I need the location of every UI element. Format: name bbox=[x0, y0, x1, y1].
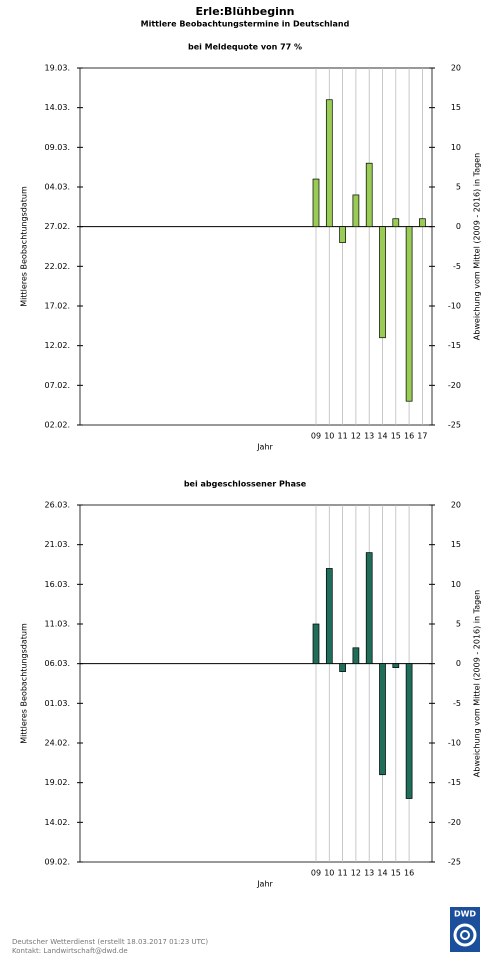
x-tick-label: 09 bbox=[311, 869, 321, 878]
y2-tick-label: -5 bbox=[453, 262, 461, 271]
y2-tick-label: 0 bbox=[456, 659, 461, 668]
y-axis-label: Mittleres Beobachtungsdatum bbox=[20, 623, 29, 744]
bar bbox=[379, 226, 386, 339]
bar bbox=[312, 178, 320, 228]
y-tick-label: 16.03. bbox=[45, 580, 70, 589]
y2-tick-label: 10 bbox=[451, 580, 461, 589]
x-tick-label: 12 bbox=[351, 432, 361, 441]
y-tick-label: 19.03. bbox=[45, 64, 70, 73]
bar bbox=[419, 218, 426, 228]
y-tick-label: 11.03. bbox=[45, 620, 70, 629]
x-tick-label: 11 bbox=[338, 869, 348, 878]
x-tick-label: 17 bbox=[417, 432, 427, 441]
bar bbox=[352, 647, 360, 665]
y2-tick-label: 20 bbox=[451, 501, 461, 510]
y-tick-label: 21.03. bbox=[45, 540, 70, 549]
y-tick-label: 24.02. bbox=[45, 739, 70, 748]
y2-axis-label: Abweichung vom Mittel (2009 - 2016) in T… bbox=[473, 153, 482, 340]
bar bbox=[312, 623, 320, 665]
y2-tick-label: -5 bbox=[453, 699, 461, 708]
x-tick-label: 15 bbox=[391, 432, 401, 441]
bar bbox=[379, 663, 386, 776]
y2-tick-label: -10 bbox=[448, 739, 461, 748]
plot-frame bbox=[79, 67, 433, 426]
y-tick-label: 01.03. bbox=[45, 699, 70, 708]
y2-tick-label: -20 bbox=[448, 381, 461, 390]
bar bbox=[339, 226, 346, 243]
bar bbox=[392, 663, 400, 668]
bar bbox=[325, 99, 333, 228]
x-tick-label: 13 bbox=[364, 869, 374, 878]
y2-tick-label: -15 bbox=[448, 341, 461, 350]
x-tick-label: 16 bbox=[404, 432, 414, 441]
chart-title: bei Meldequote von 77 % bbox=[188, 43, 302, 52]
y-tick-label: 19.02. bbox=[45, 778, 70, 787]
y2-tick-label: 5 bbox=[456, 620, 461, 629]
y-tick-label: 22.02. bbox=[45, 262, 70, 271]
y-tick-label: 06.03. bbox=[45, 659, 70, 668]
y2-tick-label: 5 bbox=[456, 183, 461, 192]
x-tick-label: 10 bbox=[324, 869, 334, 878]
y2-tick-label: -25 bbox=[448, 421, 461, 430]
bar bbox=[325, 568, 333, 665]
y2-tick-label: 0 bbox=[456, 222, 461, 231]
x-tick-label: 14 bbox=[377, 432, 387, 441]
bar bbox=[405, 663, 413, 799]
y-tick-label: 07.02. bbox=[45, 381, 70, 390]
x-tick-label: 10 bbox=[324, 432, 334, 441]
bar bbox=[352, 194, 360, 228]
y-tick-label: 14.03. bbox=[45, 103, 70, 112]
logo: DWD bbox=[450, 907, 480, 952]
y-tick-label: 04.03. bbox=[45, 183, 70, 192]
footer: Deutscher Wetterdienst (erstellt 18.03.2… bbox=[12, 938, 208, 946]
y2-tick-label: 15 bbox=[451, 103, 461, 112]
bar bbox=[365, 162, 373, 228]
y-tick-label: 14.02. bbox=[45, 818, 70, 827]
y2-axis-label: Abweichung vom Mittel (2009 - 2016) in T… bbox=[473, 590, 482, 777]
plot-frame bbox=[79, 504, 433, 863]
x-tick-label: 15 bbox=[391, 869, 401, 878]
logo-text: DWD bbox=[454, 910, 476, 919]
y-tick-label: 12.02. bbox=[45, 341, 70, 350]
y-tick-label: 02.02. bbox=[45, 421, 70, 430]
page-subtitle: Mittlere Beobachtungstermine in Deutschl… bbox=[141, 20, 350, 29]
bar bbox=[392, 218, 400, 228]
y-tick-label: 09.03. bbox=[45, 143, 70, 152]
x-tick-label: 13 bbox=[364, 432, 374, 441]
x-tick-label: 11 bbox=[338, 432, 348, 441]
y2-tick-label: -10 bbox=[448, 302, 461, 311]
y-tick-label: 09.02. bbox=[45, 858, 70, 867]
x-axis-label: Jahr bbox=[256, 880, 273, 889]
x-tick-label: 09 bbox=[311, 432, 321, 441]
x-tick-label: 12 bbox=[351, 869, 361, 878]
y2-tick-label: 15 bbox=[451, 540, 461, 549]
x-tick-label: 16 bbox=[404, 869, 414, 878]
footer: Kontakt: Landwirtschaft@dwd.de bbox=[12, 947, 128, 955]
y-axis-label: Mittleres Beobachtungsdatum bbox=[20, 186, 29, 307]
y2-tick-label: -20 bbox=[448, 818, 461, 827]
y-tick-label: 27.02. bbox=[45, 222, 70, 231]
y-tick-label: 26.03. bbox=[45, 501, 70, 510]
y2-tick-label: 20 bbox=[451, 64, 461, 73]
y2-tick-label: -15 bbox=[448, 778, 461, 787]
chart-title: bei abgeschlossener Phase bbox=[184, 480, 307, 489]
x-tick-label: 14 bbox=[377, 869, 387, 878]
bar bbox=[405, 226, 413, 402]
y2-tick-label: -25 bbox=[448, 858, 461, 867]
y2-tick-label: 10 bbox=[451, 143, 461, 152]
y-tick-label: 17.02. bbox=[45, 302, 70, 311]
bar bbox=[339, 663, 346, 672]
x-axis-label: Jahr bbox=[256, 443, 273, 452]
page-title: Erle:Blühbeginn bbox=[195, 5, 294, 18]
bar bbox=[365, 552, 373, 665]
